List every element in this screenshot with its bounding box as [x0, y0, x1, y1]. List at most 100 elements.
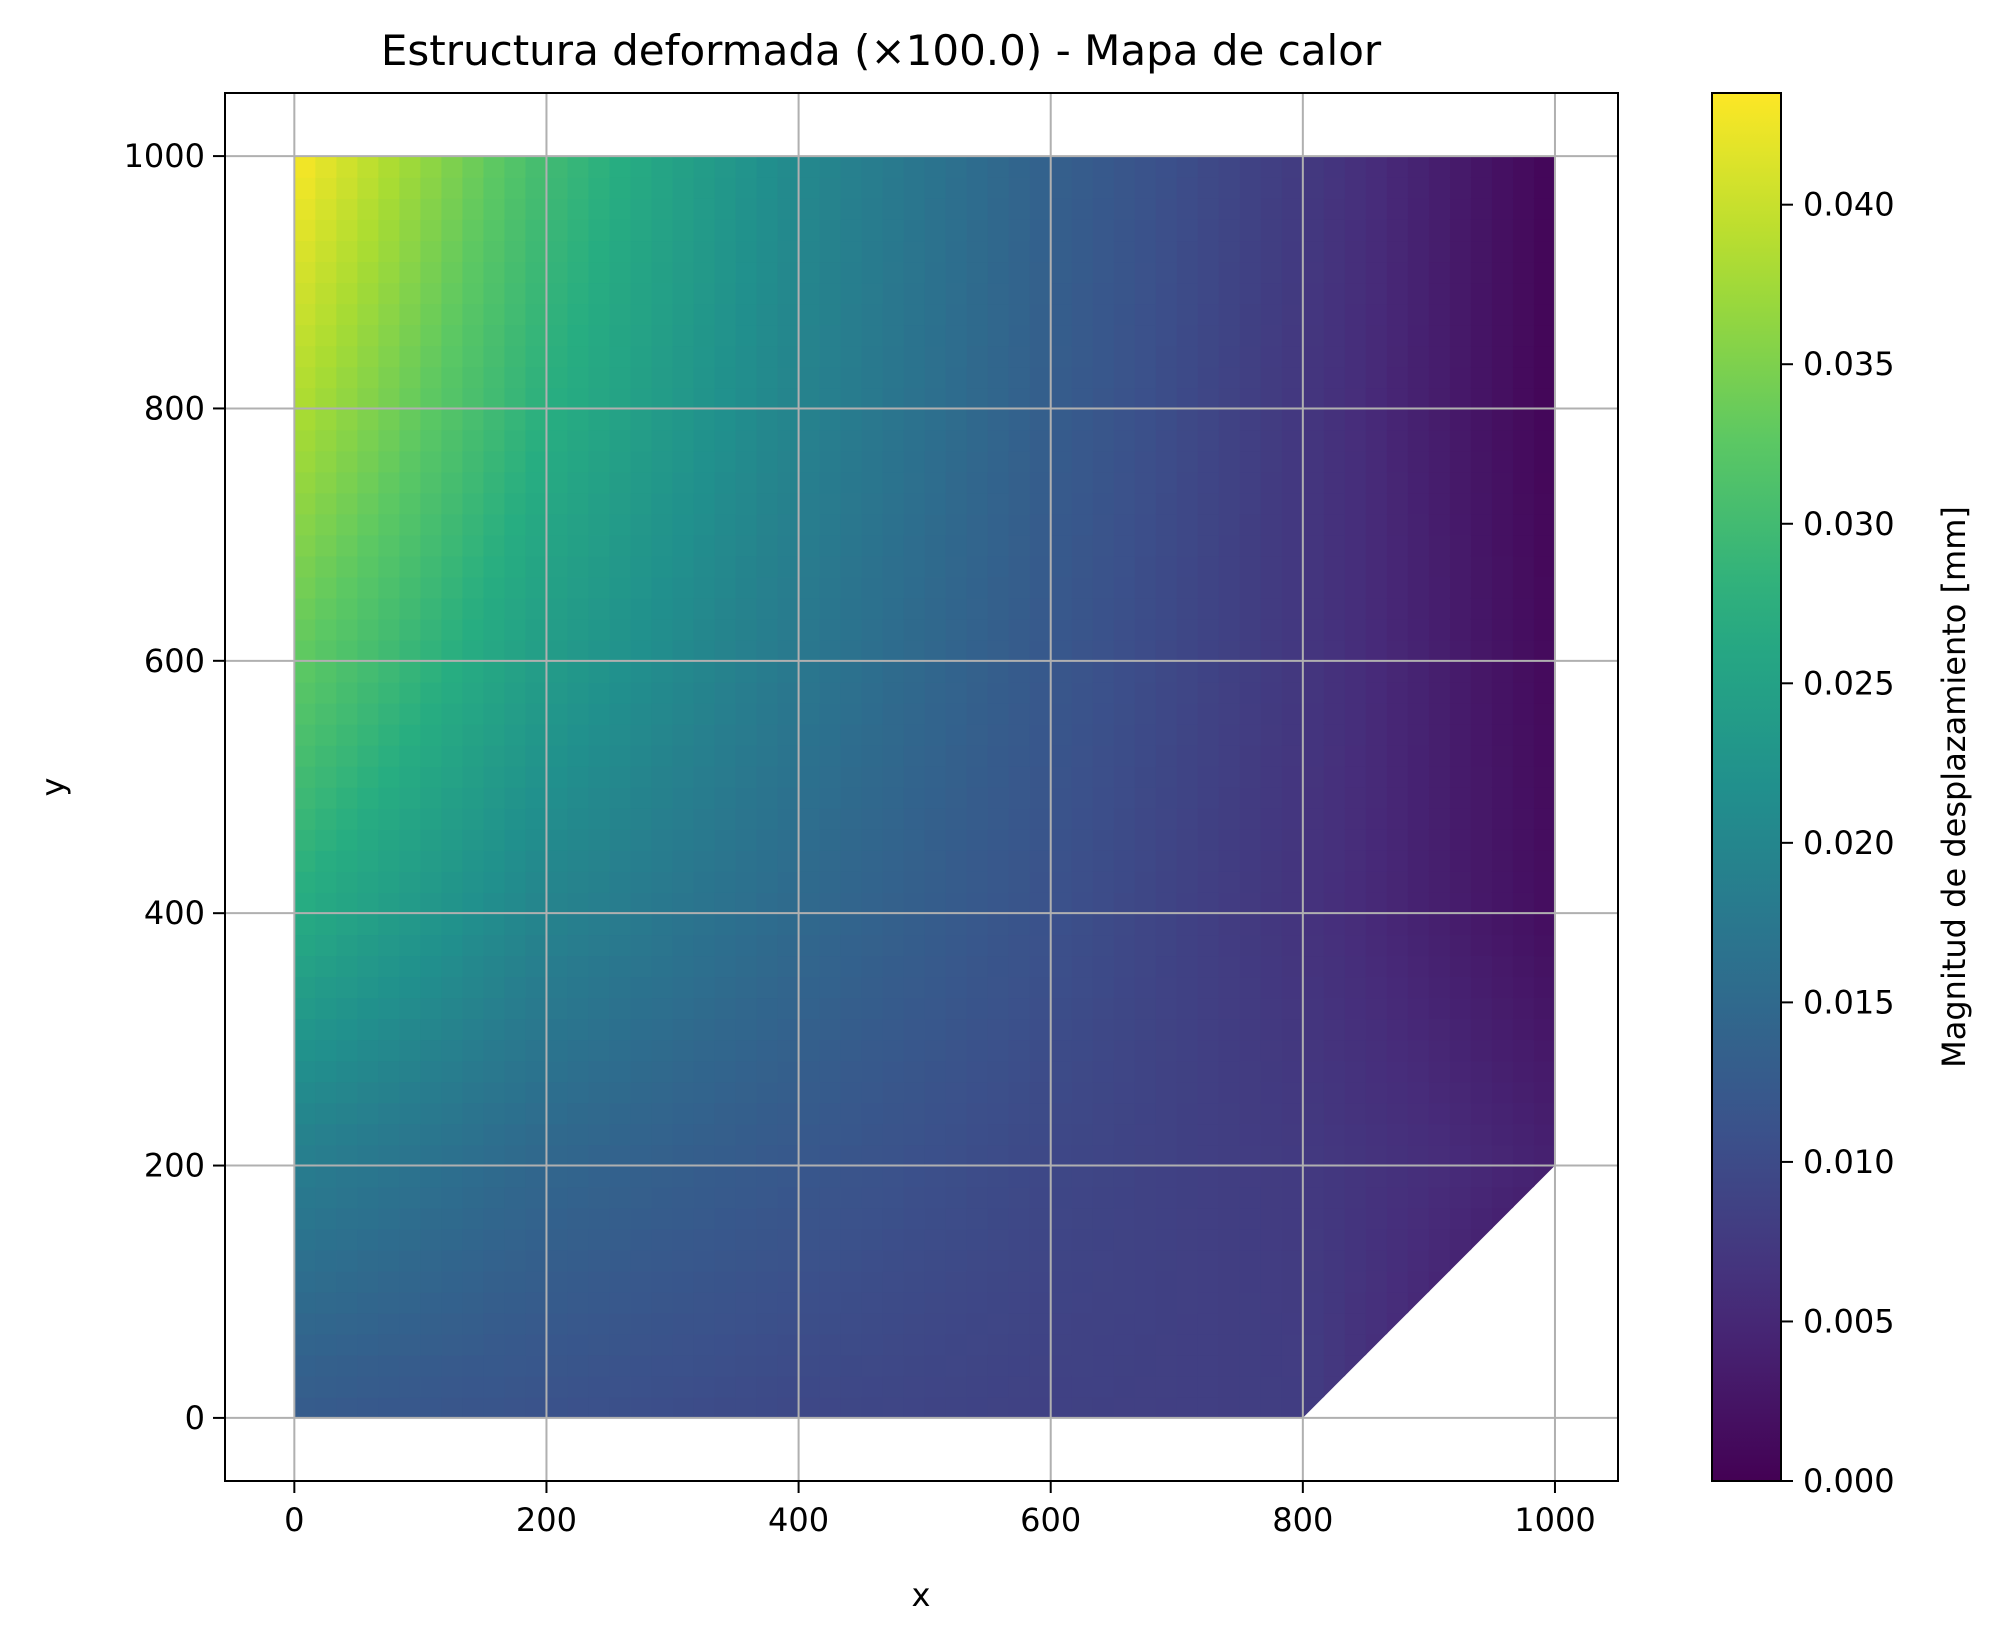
heatmap-cell — [1218, 597, 1241, 620]
heatmap-cell — [798, 576, 821, 599]
heatmap-cell — [315, 702, 338, 725]
heatmap-cell — [315, 345, 338, 368]
heatmap-cell — [1008, 1270, 1031, 1293]
heatmap-cell — [1071, 471, 1094, 494]
heatmap-cell — [735, 934, 758, 957]
heatmap-cell — [1239, 702, 1262, 725]
heatmap-cell — [357, 1375, 380, 1398]
heatmap-cell — [315, 1249, 338, 1272]
heatmap-cell — [693, 1081, 716, 1104]
heatmap-cell — [1344, 702, 1367, 725]
heatmap-cell — [1491, 513, 1514, 536]
heatmap-cell — [1302, 681, 1325, 704]
heatmap-cell — [945, 1186, 968, 1209]
heatmap-cell — [945, 1207, 968, 1230]
heatmap-cell — [840, 1354, 863, 1377]
heatmap-cell — [1050, 1186, 1073, 1209]
heatmap-cell — [1512, 660, 1535, 683]
heatmap-cell — [567, 1333, 590, 1356]
heatmap-cell — [1407, 913, 1430, 936]
heatmap-cell — [735, 303, 758, 326]
heatmap-cell — [315, 240, 338, 263]
heatmap-cell — [483, 892, 506, 914]
heatmap-cell — [336, 1312, 359, 1335]
heatmap-cell — [399, 303, 422, 326]
heatmap-cell — [735, 744, 758, 767]
heatmap-cell — [798, 597, 821, 620]
heatmap-cell — [966, 934, 989, 957]
heatmap-cell — [357, 408, 380, 431]
heatmap-cell — [1239, 1123, 1262, 1146]
heatmap-cell — [546, 808, 569, 830]
heatmap-cell — [315, 871, 338, 893]
heatmap-cell — [504, 1144, 527, 1167]
heatmap-cell — [1365, 765, 1388, 788]
heatmap-cell — [1449, 660, 1472, 683]
heatmap-cell — [1197, 1396, 1220, 1418]
heatmap-cell — [1197, 1039, 1220, 1062]
heatmap-cell — [546, 576, 569, 599]
heatmap-cell — [294, 765, 317, 788]
heatmap-cell — [483, 639, 506, 662]
heatmap-cell — [525, 1228, 548, 1251]
heatmap-cell — [483, 1039, 506, 1062]
heatmap-cell — [777, 871, 800, 893]
heatmap-cell — [546, 1375, 569, 1398]
heatmap-cell — [1008, 219, 1031, 242]
heatmap-cell — [882, 1144, 905, 1167]
heatmap-cell — [1449, 324, 1472, 347]
heatmap-cell — [651, 1165, 674, 1188]
heatmap-cell — [567, 681, 590, 704]
heatmap-cell — [735, 156, 758, 178]
heatmap-cell — [1092, 723, 1115, 746]
heatmap-cell — [1428, 639, 1451, 662]
heatmap-cell — [861, 555, 884, 578]
heatmap-cell — [1239, 555, 1262, 578]
heatmap-cell — [1470, 1060, 1493, 1083]
heatmap-cell — [987, 1165, 1010, 1188]
heatmap-cell — [840, 892, 863, 914]
heatmap-cell — [609, 513, 632, 536]
heatmap-cell — [1470, 808, 1493, 830]
heatmap-cell — [966, 1354, 989, 1377]
heatmap-cell — [756, 744, 779, 767]
heatmap-cell — [966, 576, 989, 599]
heatmap-cell — [903, 1207, 926, 1230]
heatmap-cell — [777, 955, 800, 978]
heatmap-cell — [441, 829, 464, 851]
heatmap-cell — [819, 240, 842, 263]
heatmap-cell — [882, 1312, 905, 1335]
heatmap-cell — [1281, 282, 1304, 305]
heatmap-cell — [966, 1270, 989, 1293]
heatmap-cell — [1365, 156, 1388, 178]
heatmap-cell — [1113, 1144, 1136, 1167]
heatmap-cell — [1428, 1333, 1451, 1356]
heatmap-cell — [630, 1123, 653, 1146]
heatmap-cell — [1218, 534, 1241, 557]
heatmap-cell — [483, 618, 506, 641]
heatmap-cell — [903, 261, 926, 284]
heatmap-cell — [924, 492, 947, 515]
heatmap-cell — [378, 555, 401, 578]
heatmap-cell — [1470, 576, 1493, 599]
heatmap-cell — [714, 618, 737, 641]
heatmap-cell — [945, 1018, 968, 1041]
heatmap-cell — [1050, 618, 1073, 641]
heatmap-cell — [1323, 1060, 1346, 1083]
heatmap-cell — [1218, 913, 1241, 936]
heatmap-cell — [1344, 639, 1367, 662]
heatmap-cell — [1176, 282, 1199, 305]
heatmap-cell — [504, 955, 527, 978]
heatmap-cell — [420, 1081, 443, 1104]
heatmap-cell — [1449, 513, 1472, 536]
heatmap-cell — [294, 702, 317, 725]
heatmap-cell — [1491, 744, 1514, 767]
heatmap-cell — [819, 1333, 842, 1356]
heatmap-cell — [651, 955, 674, 978]
heatmap-cell — [336, 787, 359, 809]
heatmap-cell — [819, 744, 842, 767]
heatmap-cell — [1491, 618, 1514, 641]
heatmap-cell — [1155, 913, 1178, 936]
heatmap-cell — [294, 1396, 317, 1418]
heatmap-cell — [1407, 492, 1430, 515]
